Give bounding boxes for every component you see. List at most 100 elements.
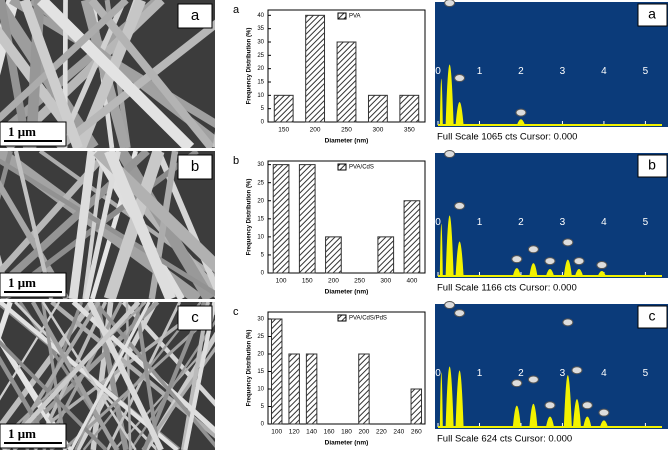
bar: [359, 354, 369, 424]
legend-swatch: [338, 315, 346, 321]
scale-label: 1 μm: [8, 275, 36, 290]
y-tick-label: 20: [257, 66, 264, 72]
peak-marker: [545, 402, 555, 409]
x-tick-label: 300: [372, 127, 383, 134]
x-tick-label: 200: [328, 278, 339, 285]
bar: [400, 95, 419, 122]
bar: [337, 42, 356, 122]
x-tick-label: 120: [289, 429, 300, 436]
y-tick-label: 20: [257, 198, 264, 204]
x-tick-label: 200: [310, 127, 321, 134]
x-tick-label: 150: [302, 278, 313, 285]
peak-marker: [455, 202, 465, 209]
peak-marker: [582, 402, 592, 409]
peak-marker: [512, 256, 522, 263]
x-tick-label: 350: [404, 127, 415, 134]
panel-label: a: [648, 6, 656, 22]
bar: [404, 201, 420, 273]
y-tick-label: 35: [257, 26, 264, 32]
bar: [411, 389, 421, 424]
y-tick-label: 10: [257, 93, 264, 99]
scale-label: 1 μm: [8, 124, 36, 139]
y-tick-label: 0: [261, 271, 265, 277]
y-tick-label: 0: [261, 422, 265, 428]
x-tick-label: 0: [435, 66, 441, 77]
legend-label: PVA: [349, 14, 361, 20]
peak-marker: [574, 258, 584, 265]
y-tick-label: 30: [257, 162, 264, 168]
y-tick-label: 15: [257, 369, 264, 375]
peak-marker: [455, 75, 465, 82]
x-tick-label: 180: [341, 429, 352, 436]
x-tick-label: 4: [601, 66, 607, 77]
y-tick-label: 25: [257, 180, 264, 186]
fiber: [218, 0, 238, 148]
bar: [273, 165, 289, 273]
peak-marker: [599, 409, 609, 416]
x-tick-label: 5: [643, 66, 649, 77]
bar: [378, 237, 394, 273]
peak-marker: [445, 302, 455, 309]
x-axis-label: Diameter (nm): [325, 289, 369, 296]
peak-marker: [516, 109, 526, 116]
peak-marker: [572, 367, 582, 374]
x-tick-label: 0: [435, 217, 441, 228]
x-tick-label: 5: [643, 217, 649, 228]
x-axis-label: Diameter (nm): [325, 440, 369, 447]
y-tick-label: 5: [261, 404, 265, 410]
bar: [326, 237, 342, 273]
x-tick-label: 2: [518, 368, 524, 379]
bar: [306, 15, 325, 122]
panel-label: b: [648, 157, 656, 173]
x-tick-label: 200: [359, 429, 370, 436]
x-tick-label: 400: [406, 278, 417, 285]
peak-marker: [563, 239, 573, 246]
y-tick-label: 15: [257, 80, 264, 86]
peak-marker: [545, 258, 555, 265]
legend-swatch: [338, 13, 346, 19]
x-tick-label: 2: [518, 66, 524, 77]
y-axis-label: Frequency Distribution (%): [247, 330, 253, 407]
bar: [271, 319, 281, 424]
x-tick-label: 4: [601, 368, 607, 379]
x-tick-label: 220: [376, 429, 387, 436]
legend-label: PVA/CdS/PdS: [349, 316, 387, 322]
y-tick-label: 25: [257, 334, 264, 340]
x-tick-label: 2: [518, 217, 524, 228]
peak-marker: [445, 0, 455, 7]
panel-label: c: [233, 306, 239, 318]
x-tick-label: 140: [306, 429, 317, 436]
plot-frame: [268, 161, 425, 273]
x-tick-label: 250: [341, 127, 352, 134]
peak-marker: [563, 319, 573, 326]
peak-marker: [528, 246, 538, 253]
panel-label: c: [191, 309, 199, 326]
panel-label: a: [191, 7, 200, 24]
x-tick-label: 250: [354, 278, 365, 285]
panel-label: a: [233, 4, 240, 16]
y-tick-label: 10: [257, 387, 264, 393]
legend-swatch: [338, 164, 346, 170]
x-tick-label: 3: [560, 217, 566, 228]
x-tick-label: 1: [477, 368, 483, 379]
spectrum-footer: Full Scale 1065 cts Cursor: 0.000: [437, 132, 577, 143]
y-tick-label: 30: [257, 40, 264, 46]
peak-marker: [528, 376, 538, 383]
x-tick-label: 0: [435, 368, 441, 379]
y-tick-label: 10: [257, 234, 264, 240]
y-tick-label: 40: [257, 13, 264, 19]
x-tick-label: 1: [477, 66, 483, 77]
spectrum-footer: Full Scale 624 cts Cursor: 0.000: [437, 434, 572, 445]
peak-marker: [445, 151, 455, 158]
scale-label: 1 μm: [8, 426, 36, 441]
peak-marker: [512, 380, 522, 387]
x-tick-label: 100: [276, 278, 287, 285]
spectrum-background: [435, 304, 668, 429]
x-tick-label: 300: [380, 278, 391, 285]
y-tick-label: 25: [257, 53, 264, 59]
y-tick-label: 20: [257, 352, 264, 358]
x-tick-label: 3: [560, 66, 566, 77]
bar: [274, 95, 293, 122]
y-axis-label: Frequency Distribution (%): [247, 179, 253, 256]
